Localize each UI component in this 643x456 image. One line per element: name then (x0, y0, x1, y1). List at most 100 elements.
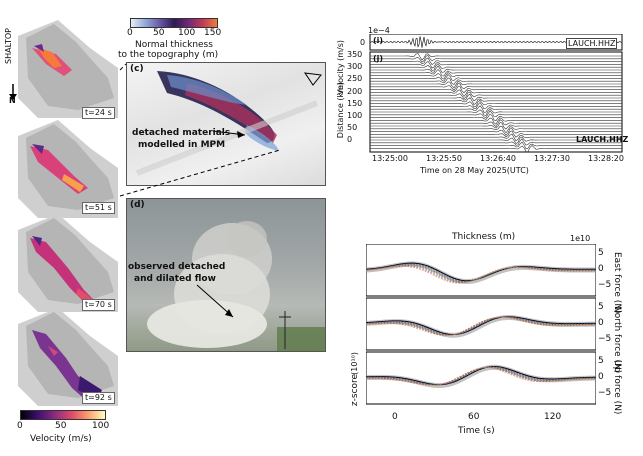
seismic-ytick-top: 0 (360, 38, 366, 47)
force-row-label: Up force (N) (612, 360, 622, 415)
panel-d-annotation-2: and dilated flow (134, 274, 216, 284)
snapshot-t51 (18, 118, 118, 218)
time-label-t24: t=24 s (82, 107, 115, 119)
seismic-xtick: 13:28:20 (588, 154, 624, 163)
seismic-trace (370, 122, 622, 130)
force-curve (366, 316, 596, 336)
station-label-top: LAUCH.HHZ (566, 38, 618, 49)
force-ytick: 5 (598, 356, 604, 366)
seismic-tag-i: (i) (373, 36, 384, 45)
seismic-xtick: 13:25:50 (426, 154, 462, 163)
seismic-trace (370, 91, 622, 100)
force-ytick: 0 (598, 372, 604, 382)
seismic-trace (370, 125, 622, 134)
seismic-trace (370, 110, 622, 119)
seismic-trace (370, 108, 622, 116)
panel-d (126, 198, 326, 352)
seismic-trace (370, 77, 622, 85)
seismic-plot (369, 34, 623, 153)
seismic-ytick: 50 (347, 123, 358, 133)
seismic-ytick: 100 (347, 111, 363, 120)
panel-c-tag: (c) (130, 64, 144, 74)
velocity-tick-50: 50 (55, 421, 67, 431)
seismic-trace (370, 65, 622, 73)
thickness-tick-0: 0 (127, 28, 133, 38)
thickness-label-1: Normal thickness (135, 40, 213, 50)
forces-title: Thickness (m) (452, 232, 516, 242)
forces-xlabel: Time (s) (458, 426, 495, 436)
time-label-t92: t=92 s (82, 392, 115, 404)
seismic-trace (370, 113, 622, 122)
velocity-tick-100: 100 (92, 421, 110, 431)
seismic-trace (370, 53, 622, 61)
seismic-trace (370, 71, 622, 80)
velocity-tick-0: 0 (17, 421, 23, 431)
forces-exponent: 1e10 (570, 234, 591, 243)
seismic-xtick: 13:26:40 (480, 154, 516, 163)
thickness-tick-50: 50 (153, 28, 165, 38)
force-ytick: 0 (598, 318, 604, 328)
panel-c-annotation-1: detached materials (132, 128, 231, 138)
forces-left-exponent: (10¹⁰) (350, 352, 359, 375)
force-row-label: East force (N) (612, 252, 622, 314)
thickness-tick-100: 100 (178, 28, 196, 38)
forces-plot (366, 244, 596, 405)
force-row-label: North force (N) (612, 306, 622, 374)
force-curve (366, 266, 596, 284)
seismic-ytick: 150 (347, 98, 363, 108)
snapshot-t24 (18, 18, 118, 118)
force-ytick: −5 (598, 334, 612, 344)
thickness-label-2: to the topography (m) (118, 50, 219, 60)
thickness-tick-150: 150 (204, 28, 222, 38)
force-curve (366, 316, 596, 336)
seismic-ytick: 350 (347, 50, 363, 59)
seismic-trace (370, 141, 622, 150)
seismic-tag-j: (j) (373, 54, 384, 63)
seismic-trace (370, 133, 622, 142)
seismic-trace (370, 80, 622, 89)
seismic-ytick: 300 (347, 62, 363, 72)
force-curve (366, 366, 596, 386)
snapshot-t92 (18, 306, 118, 406)
velocity-label: Velocity (m/s) (30, 434, 92, 444)
panel-c (126, 62, 326, 186)
force-ytick: 0 (598, 264, 604, 274)
panel-c-annotation-2: modelled in MPM (138, 140, 226, 150)
snapshot-t70 (18, 212, 118, 312)
seismic-trace (370, 93, 622, 102)
seismic-trace (370, 138, 622, 146)
seismic-xtick: 13:27:30 (534, 154, 570, 163)
force-xtick: 60 (468, 412, 480, 422)
seismic-ytick: 200 (347, 86, 363, 96)
force-curve (366, 316, 596, 336)
force-ytick: −5 (598, 280, 612, 290)
panel-d-tag: (d) (130, 200, 145, 210)
force-xtick: 120 (544, 412, 562, 422)
seismic-trace (370, 89, 622, 97)
force-curve (366, 316, 596, 336)
time-label-t51: t=51 s (82, 202, 115, 214)
seismic-xlabel: Time on 28 May 2025(UTC) (420, 166, 529, 175)
seismic-trace (370, 74, 622, 82)
seismic-trace (370, 145, 622, 152)
seismic-exponent: 1e−4 (368, 26, 390, 35)
time-label-t70: t=70 s (82, 299, 115, 311)
north-arrow: N (6, 82, 20, 106)
seismic-ytick: 0 (347, 135, 353, 145)
seismic-ytick: 250 (347, 74, 363, 84)
forces-left-label: z-score (350, 374, 360, 407)
seismic-trace (370, 60, 622, 69)
seismic-trace (370, 86, 622, 94)
north-label: N (9, 96, 16, 105)
seismic-trace (370, 82, 622, 91)
seismic-trace (370, 130, 622, 138)
force-curve (366, 365, 596, 386)
force-ytick: 5 (598, 248, 604, 258)
thickness-colorbar (130, 18, 218, 28)
seismic-trace (370, 136, 622, 145)
force-curve (366, 316, 596, 336)
force-ytick: −5 (598, 388, 612, 398)
force-xtick: 0 (392, 412, 398, 422)
seismic-trace (370, 101, 622, 110)
